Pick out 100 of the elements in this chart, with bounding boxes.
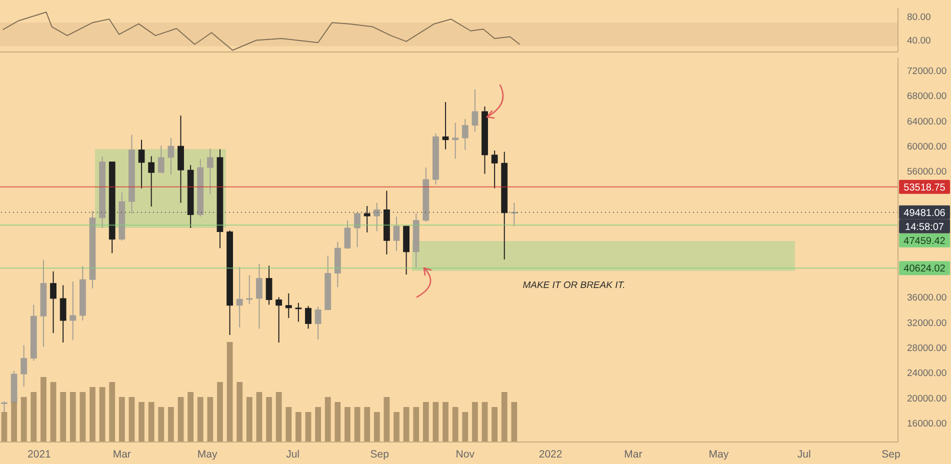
bar: [374, 412, 380, 442]
candlestick: [148, 156, 155, 208]
candlestick: [50, 270, 56, 334]
x-tick-label: 2021: [28, 448, 52, 460]
bar: [295, 412, 302, 442]
bar: [305, 412, 312, 442]
candlestick: [178, 115, 184, 204]
candlestick: [491, 150, 498, 189]
candlestick: [206, 148, 214, 194]
bar: [324, 397, 331, 442]
bar: [226, 342, 233, 442]
bar: [246, 397, 252, 442]
bar: [109, 382, 116, 442]
candlestick: [20, 344, 28, 388]
y-tick-label: 32000.00: [907, 318, 947, 329]
x-tick-label: Mar: [624, 448, 643, 460]
bar: [70, 392, 76, 442]
bar: [158, 407, 164, 442]
bar: [128, 397, 135, 442]
y-tick-label: 72000.00: [907, 66, 947, 77]
bar: [168, 407, 174, 442]
candlestick: [364, 205, 370, 233]
bar: [60, 392, 66, 442]
bar: [1, 412, 8, 442]
bar: [80, 392, 86, 442]
bar: [276, 392, 282, 442]
x-tick-label: Sep: [882, 448, 900, 460]
candlestick: [452, 122, 459, 160]
bar: [492, 407, 498, 442]
bar: [384, 397, 390, 442]
y-tick-label: 24000.00: [907, 368, 947, 380]
candlestick: [314, 306, 322, 340]
bar: [432, 402, 439, 442]
candlestick: [158, 145, 164, 174]
bar: [501, 392, 508, 442]
ref-line-label: 47459.42: [904, 236, 946, 247]
bar: [482, 402, 488, 442]
x-tick-label: 2022: [538, 448, 562, 460]
bar: [394, 412, 400, 442]
bar: [90, 387, 96, 442]
ref-line-label: 49481.06: [904, 208, 946, 219]
bar: [207, 397, 214, 442]
line-series: [2, 12, 520, 51]
bar: [50, 382, 56, 442]
bar: [40, 377, 46, 442]
candlestick: [295, 302, 302, 322]
text: 14:58:07: [905, 222, 944, 233]
bar: [236, 382, 243, 442]
bar: [511, 402, 518, 442]
bar: [344, 407, 350, 442]
bar: [188, 392, 194, 442]
candlestick: [138, 139, 145, 189]
y-tick-label: 20000.00: [907, 393, 947, 404]
candlestick: [266, 265, 272, 306]
bar: [462, 412, 468, 442]
candlestick: [462, 118, 468, 150]
y-tick-label: 28000.00: [907, 342, 947, 354]
bar: [118, 397, 125, 442]
ref-line-label: 40624.02: [904, 264, 946, 275]
candlestick: [236, 266, 243, 328]
y-tick-label: 36000.00: [907, 292, 947, 304]
bar: [138, 402, 144, 442]
bar: [99, 387, 106, 442]
bar: [354, 407, 360, 442]
candlestick: [276, 296, 282, 344]
bar: [413, 407, 420, 442]
bar: [30, 392, 37, 442]
candlestick: [374, 202, 380, 232]
bar: [315, 407, 321, 442]
y-tick-label: 16000.00: [907, 418, 947, 430]
bar: [334, 402, 341, 442]
y-tick-label: 56000.00: [907, 166, 947, 178]
bar: [197, 397, 204, 442]
candlestick: [70, 280, 76, 341]
x-tick-label: May: [708, 448, 730, 460]
bar: [256, 392, 262, 442]
candlestick: [256, 263, 262, 330]
y-tick-label: 64000.00: [907, 116, 947, 128]
bar: [442, 402, 448, 442]
candlestick: [168, 137, 174, 175]
bar: [20, 397, 27, 442]
bar: [403, 407, 410, 442]
candlestick: [472, 88, 478, 132]
candlestick: [442, 102, 449, 150]
y-tick-label: 68000.00: [907, 91, 947, 102]
x-tick-label: Nov: [456, 448, 476, 460]
bar: [422, 402, 429, 442]
candlestick: [285, 292, 292, 318]
candlestick: [305, 306, 312, 330]
candlestick: [344, 220, 351, 250]
candlestick: [60, 284, 66, 344]
bar: [452, 407, 458, 442]
annotation: MAKE IT OR BREAK IT.: [522, 280, 626, 291]
bar: [286, 407, 292, 442]
x-tick-label: Jul: [797, 448, 811, 460]
bar: [266, 397, 272, 442]
x-tick-label: May: [197, 448, 218, 460]
candlestick: [354, 212, 360, 248]
x-tick-label: Mar: [112, 448, 132, 460]
bar: [217, 382, 223, 442]
